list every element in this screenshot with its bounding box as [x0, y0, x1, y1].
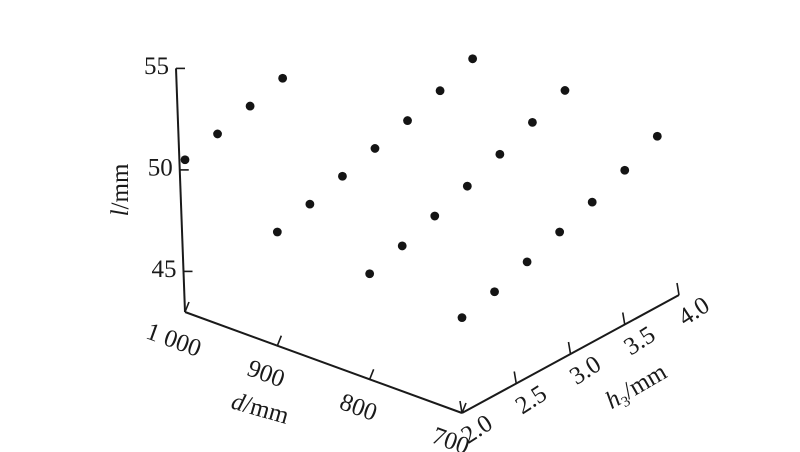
data-point-21: [555, 227, 565, 237]
data-point-7: [370, 144, 380, 153]
h3-tick-0: [459, 400, 463, 414]
h3-tick-2: [567, 341, 572, 355]
data-point-10: [468, 54, 478, 64]
data-point-1: [213, 129, 222, 139]
d-tick-0: [184, 301, 190, 313]
h3-tick-1: [513, 371, 518, 384]
l-tick-label-0: 45: [152, 256, 177, 283]
data-point-22: [587, 197, 597, 207]
d-axis-line: [184, 311, 463, 414]
l-axis-title: l/mm: [107, 163, 134, 216]
data-point-11: [365, 269, 375, 279]
l-tick-label-1: 50: [148, 155, 173, 182]
h3-tick-3: [621, 312, 626, 325]
d-axis-unit: /mm: [240, 391, 292, 430]
l-axis-unit: /mm: [107, 163, 134, 209]
data-point-17: [560, 86, 570, 95]
l-tick-label-2: 55: [144, 53, 169, 80]
h3-tick-label-2: 3.0: [565, 351, 606, 391]
data-point-16: [528, 117, 537, 127]
data-point-12: [397, 241, 407, 251]
h3-tick-4: [676, 282, 680, 296]
data-point-24: [652, 131, 662, 141]
data-point-18: [457, 313, 467, 322]
data-points: [180, 54, 662, 322]
d-tick-label-2: 800: [336, 389, 380, 427]
d-tick-1: [276, 335, 283, 346]
data-point-0: [180, 155, 190, 165]
data-point-2: [245, 101, 255, 111]
data-point-14: [462, 181, 472, 191]
h3-tick-label-1: 2.5: [511, 380, 552, 420]
h3-tick-label-3: 3.5: [619, 321, 660, 361]
data-point-4: [272, 227, 282, 237]
data-point-15: [495, 149, 505, 159]
d-tick-label-1: 900: [244, 355, 288, 393]
data-point-6: [338, 171, 347, 181]
data-point-13: [430, 211, 440, 221]
l-axis-name: l: [107, 209, 134, 216]
data-point-9: [435, 86, 445, 96]
data-point-5: [305, 199, 315, 209]
data-point-3: [278, 73, 288, 83]
h3-tick-label-4: 4.0: [674, 292, 715, 332]
data-point-20: [522, 257, 532, 267]
h3-axis-title: h3/mm: [601, 358, 673, 417]
d-tick-2: [368, 369, 375, 380]
l-axis-line: [175, 68, 186, 313]
data-point-19: [490, 287, 499, 297]
d-tick-label-0: 1 000: [143, 318, 205, 363]
data-point-8: [403, 116, 412, 125]
data-point-23: [620, 165, 630, 175]
d-axis-title: d/mm: [228, 388, 292, 430]
d-tick-3: [461, 402, 467, 414]
